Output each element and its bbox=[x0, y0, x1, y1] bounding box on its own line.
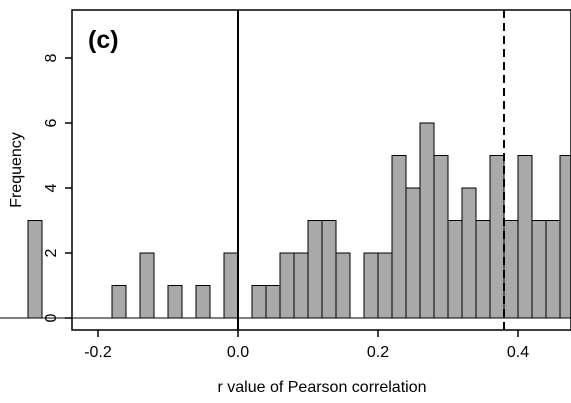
y-tick-label: 8 bbox=[43, 53, 60, 62]
histogram-bar bbox=[406, 188, 420, 318]
histogram-bar bbox=[112, 286, 126, 319]
histogram-bar bbox=[252, 286, 266, 319]
histogram-bar bbox=[546, 221, 560, 319]
histogram-bar bbox=[280, 253, 294, 318]
histogram-bar bbox=[336, 253, 350, 318]
y-axis-title: Frequency bbox=[8, 132, 25, 208]
histogram-bar bbox=[308, 221, 322, 319]
y-tick-label: 6 bbox=[43, 118, 60, 127]
histogram-bar bbox=[560, 156, 571, 319]
x-tick-label: 0.2 bbox=[367, 344, 389, 361]
x-tick-label: -0.2 bbox=[84, 344, 112, 361]
histogram-bar bbox=[196, 286, 210, 319]
histogram-bar bbox=[140, 253, 154, 318]
y-axis: 0 2 4 6 8 bbox=[43, 53, 72, 322]
histogram-bar bbox=[476, 221, 490, 319]
histogram-bar bbox=[28, 221, 42, 319]
x-axis-title: r value of Pearson correlation bbox=[218, 379, 427, 396]
histogram-bar bbox=[462, 188, 476, 318]
histogram-bar bbox=[224, 253, 238, 318]
x-tick-label: 0.0 bbox=[227, 344, 249, 361]
histogram-bar bbox=[364, 253, 378, 318]
histogram-bar bbox=[434, 156, 448, 319]
histogram-bar bbox=[168, 286, 182, 319]
y-tick-label: 0 bbox=[43, 313, 60, 322]
x-tick-label: 0.4 bbox=[507, 344, 529, 361]
y-tick-label: 4 bbox=[43, 183, 60, 192]
histogram-bars bbox=[0, 26, 571, 319]
histogram-bar bbox=[294, 253, 308, 318]
histogram-bar bbox=[420, 123, 434, 318]
histogram-bar bbox=[378, 253, 392, 318]
y-tick-label: 2 bbox=[43, 248, 60, 257]
histogram-bar bbox=[504, 221, 518, 319]
panel-label: (c) bbox=[88, 26, 119, 54]
histogram-bar bbox=[448, 221, 462, 319]
histogram-bar bbox=[322, 221, 336, 319]
histogram-bar bbox=[490, 156, 504, 319]
histogram-bar bbox=[532, 221, 546, 319]
x-axis: -0.4-0.20.00.20.40.60.8 bbox=[0, 330, 571, 361]
histogram-bar bbox=[392, 156, 406, 319]
histogram-bar bbox=[518, 156, 532, 319]
histogram-bar bbox=[266, 286, 280, 319]
